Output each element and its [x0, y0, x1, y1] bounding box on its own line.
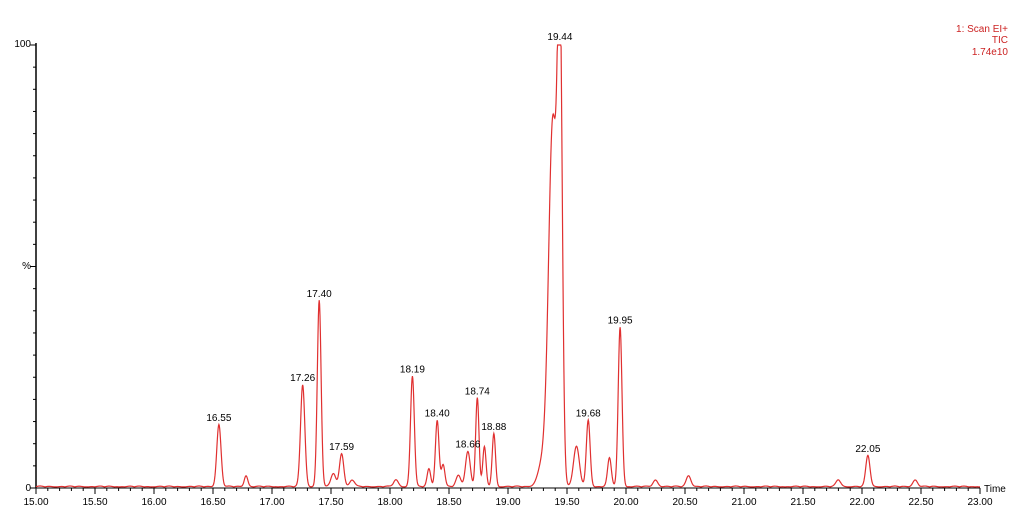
x-tick-labels: 15.00 15.50 16.00 16.50 17.00 17.50 18.00 18.50…: [23, 497, 992, 508]
y-tick-label-bottom: 0: [25, 483, 31, 494]
x-tick-label: 22.50: [908, 497, 933, 508]
legend-intensity: 1.74e10: [972, 47, 1009, 58]
legend: 1: Scan EI+ TIC 1.74e10: [956, 24, 1008, 58]
x-tick-label: 17.00: [259, 497, 284, 508]
tic-trace-group: [35, 44, 981, 488]
y-ticks: [30, 44, 36, 489]
x-tick-label: 15.50: [82, 497, 107, 508]
peak-label: 17.26: [290, 373, 315, 384]
legend-scan-mode: 1: Scan EI+: [956, 24, 1008, 35]
y-axis-label: %: [22, 261, 31, 272]
peak-label: 18.40: [425, 409, 450, 420]
peak-label: 22.05: [855, 444, 880, 455]
x-tick-label: 17.50: [318, 497, 343, 508]
legend-trace-type: TIC: [992, 35, 1008, 46]
x-tick-label: 19.50: [554, 497, 579, 508]
y-tick-label-top: 100: [14, 39, 31, 50]
peak-label: 18.66: [455, 440, 480, 451]
x-tick-label: 22.00: [849, 497, 874, 508]
x-tick-label: 18.00: [377, 497, 402, 508]
x-tick-label: 16.00: [141, 497, 166, 508]
x-tick-label: 15.00: [23, 497, 48, 508]
x-axis-label: Time: [984, 484, 1006, 495]
x-tick-label: 23.00: [967, 497, 992, 508]
peak-label: 16.55: [206, 413, 231, 424]
peak-label: 18.19: [400, 364, 425, 375]
axes: [35, 43, 980, 489]
peak-label: 19.68: [576, 409, 601, 420]
peak-labels: 16.55 17.26 17.40 17.59 18.19 18.40 18.66 18.74…: [206, 32, 880, 455]
peak-label: 18.74: [465, 386, 490, 397]
x-tick-label: 18.50: [436, 497, 461, 508]
x-tick-label: 20.00: [613, 497, 638, 508]
x-tick-label: 21.00: [731, 497, 756, 508]
peak-label: 17.59: [329, 442, 354, 453]
peak-label: 17.40: [307, 289, 332, 300]
peak-label: 19.44: [547, 32, 572, 43]
x-ticks: [35, 488, 981, 494]
x-tick-label: 20.50: [672, 497, 697, 508]
x-tick-label: 19.00: [495, 497, 520, 508]
peak-label: 18.88: [481, 422, 506, 433]
x-tick-label: 21.50: [790, 497, 815, 508]
x-tick-label: 16.50: [200, 497, 225, 508]
tic-trace-line: [35, 44, 981, 488]
peak-label: 19.95: [608, 316, 633, 327]
